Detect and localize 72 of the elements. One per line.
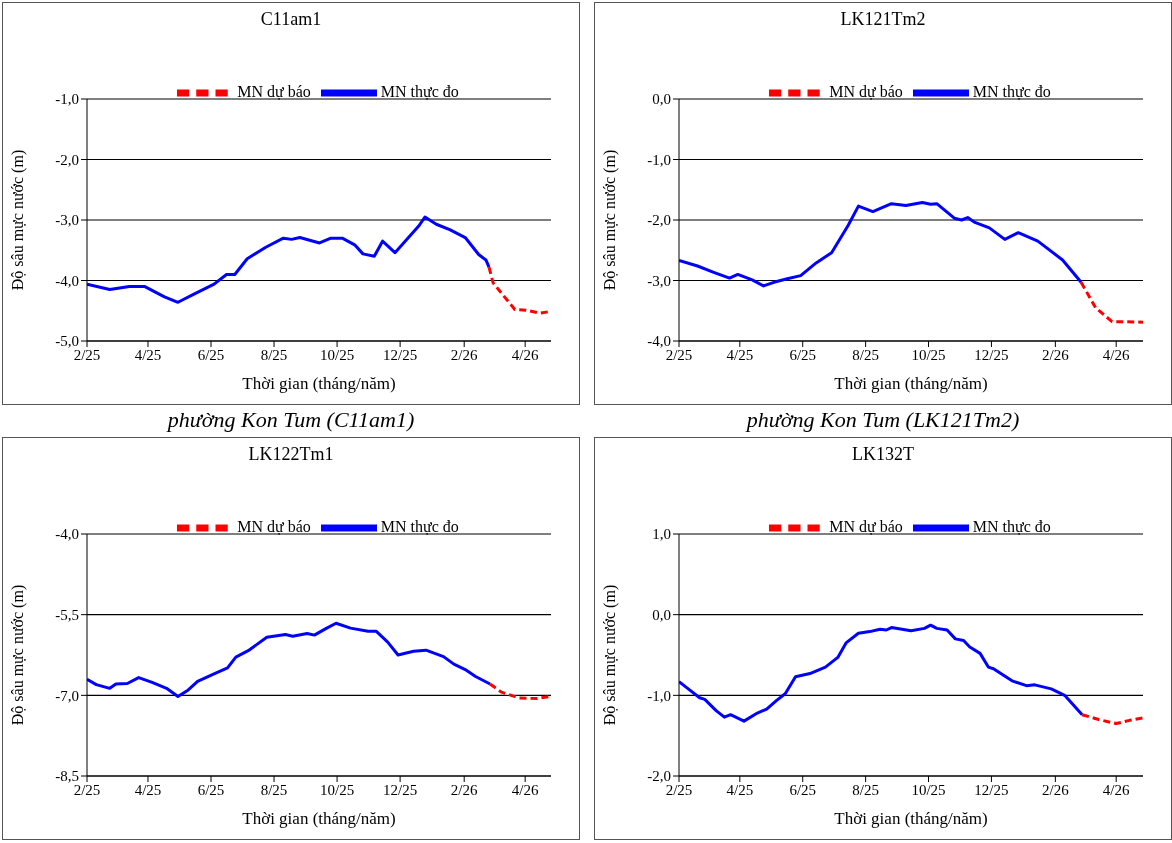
x-tick-label: 8/25 bbox=[260, 346, 288, 363]
y-tick-label: -1,0 bbox=[647, 687, 671, 704]
line-series bbox=[1080, 713, 1143, 726]
legend-label: MN thực đo bbox=[972, 517, 1051, 535]
line-series bbox=[487, 265, 551, 315]
x-tick-label: 4/26 bbox=[1102, 781, 1131, 798]
text: phường Kon Tum (C11am1) bbox=[167, 407, 415, 432]
y-tick-label: -4,0 bbox=[55, 272, 79, 289]
x-tick-label: 4/26 bbox=[511, 781, 539, 798]
line-series bbox=[679, 623, 1084, 723]
x-tick-label: 4/26 bbox=[1102, 346, 1131, 363]
y-tick-label: -3,0 bbox=[55, 212, 79, 229]
x-tick-label: 10/25 bbox=[911, 781, 946, 798]
x-tick-label: 4/26 bbox=[511, 346, 539, 363]
x-tick-label: 6/25 bbox=[789, 346, 817, 363]
legend-label: MN dự báo bbox=[829, 82, 903, 100]
legend-label: MN dự báo bbox=[829, 517, 903, 535]
x-tick-label: 10/25 bbox=[911, 346, 946, 363]
x-tick-label: 8/25 bbox=[852, 781, 879, 798]
y-axis-title: Độ sâu mực nước (m) bbox=[8, 149, 27, 291]
y-tick-label: -5,5 bbox=[55, 606, 79, 623]
x-axis-title: Thời gian (tháng/năm) bbox=[834, 809, 988, 828]
legend-label: MN dự báo bbox=[237, 517, 311, 535]
x-tick-label: 6/25 bbox=[789, 781, 817, 798]
x-tick-label: 2/26 bbox=[450, 346, 479, 363]
legend-label: MN thực đo bbox=[380, 517, 459, 535]
x-tick-label: 12/25 bbox=[383, 781, 418, 798]
legend-label: MN thực đo bbox=[972, 82, 1051, 100]
x-tick-label: 2/26 bbox=[1042, 346, 1070, 363]
chart-title: C11am1 bbox=[259, 9, 323, 30]
x-tick-label: 12/25 bbox=[974, 781, 1009, 798]
chart-title: LK121Tm2 bbox=[839, 9, 927, 30]
x-tick-label: 8/25 bbox=[852, 346, 879, 363]
x-axis-title: Thời gian (tháng/năm) bbox=[242, 374, 396, 393]
x-tick-label: 12/25 bbox=[383, 346, 418, 363]
y-tick-label: -1,0 bbox=[647, 151, 671, 168]
line-series bbox=[488, 682, 551, 701]
x-tick-label: 4/25 bbox=[726, 781, 754, 798]
y-axis-title: Độ sâu mực nước (m) bbox=[600, 584, 619, 726]
text: phường Kon Tum (LK121Tm2) bbox=[746, 407, 1020, 432]
line-series bbox=[87, 215, 491, 304]
y-axis-title: Độ sâu mực nước (m) bbox=[8, 584, 27, 726]
x-tick-label: 10/25 bbox=[320, 346, 355, 363]
chart-title: LK132T bbox=[851, 444, 915, 465]
x-tick-label: 2/26 bbox=[1042, 781, 1070, 798]
legend-label: MN dự báo bbox=[237, 82, 311, 100]
y-tick-label: -4,0 bbox=[55, 526, 79, 543]
y-tick-label: 0,0 bbox=[652, 606, 671, 623]
y-tick-label: 1,0 bbox=[652, 526, 671, 543]
line-series bbox=[87, 621, 492, 698]
x-tick-label: 4/25 bbox=[134, 781, 162, 798]
x-tick-label: 6/25 bbox=[197, 346, 225, 363]
line-series bbox=[679, 200, 1083, 288]
x-axis-title: Thời gian (tháng/năm) bbox=[834, 374, 988, 393]
x-tick-label: 4/25 bbox=[134, 346, 162, 363]
chart-title: LK122Tm1 bbox=[247, 444, 335, 465]
x-tick-label: 8/25 bbox=[260, 781, 288, 798]
y-tick-label: -2,0 bbox=[55, 151, 79, 168]
x-tick-label: 10/25 bbox=[320, 781, 355, 798]
y-tick-label: -1,0 bbox=[55, 91, 79, 108]
line-series bbox=[1079, 280, 1143, 324]
y-axis-title: Độ sâu mực nước (m) bbox=[600, 149, 619, 291]
x-axis-title: Thời gian (tháng/năm) bbox=[242, 809, 396, 828]
y-tick-label: -3,0 bbox=[647, 272, 671, 289]
x-tick-label: 4/25 bbox=[726, 346, 754, 363]
x-tick-label: 12/25 bbox=[974, 346, 1009, 363]
x-tick-label: 6/25 bbox=[197, 781, 225, 798]
y-tick-label: -7,0 bbox=[55, 687, 79, 704]
y-tick-label: -2,0 bbox=[647, 212, 671, 229]
y-tick-label: 0,0 bbox=[652, 91, 671, 108]
legend-label: MN thực đo bbox=[380, 82, 459, 100]
x-tick-label: 2/26 bbox=[450, 781, 479, 798]
